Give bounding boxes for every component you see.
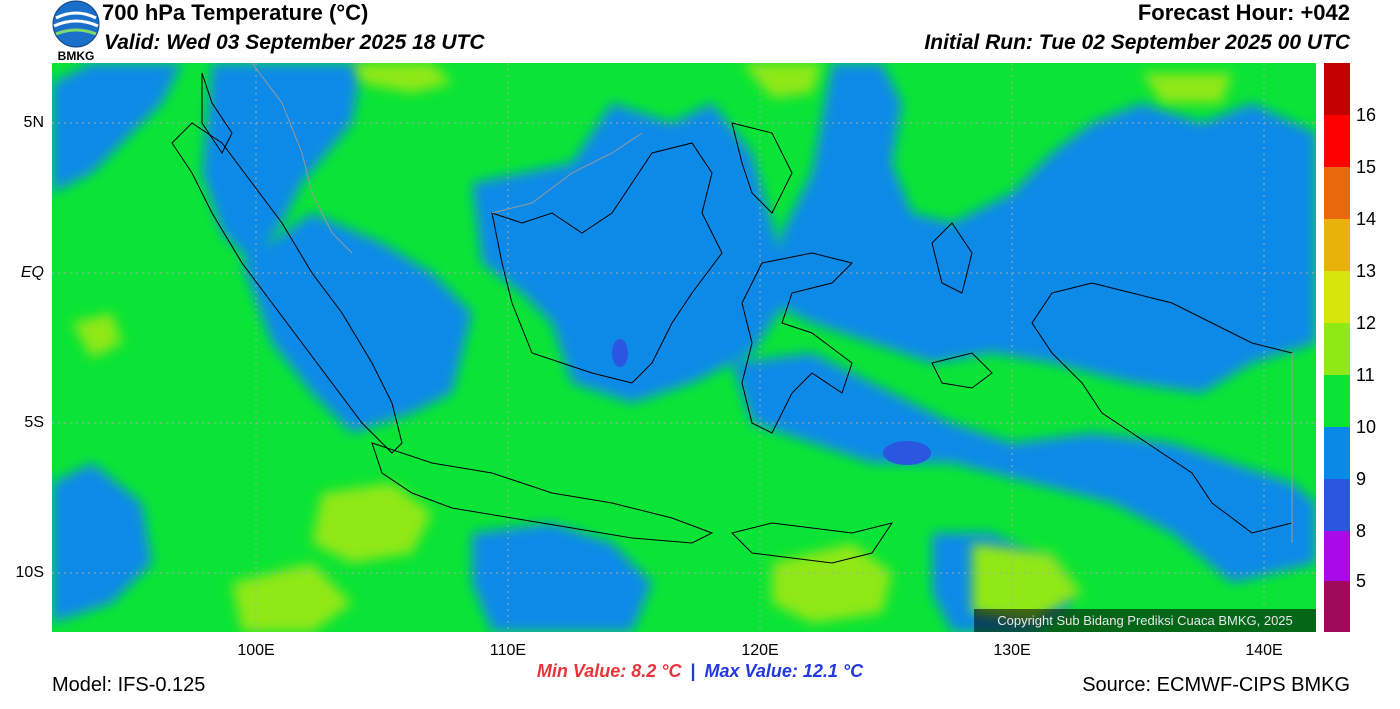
- halmahera-outline: [931, 222, 973, 294]
- temperature-map-canvas: [52, 62, 1316, 632]
- source-label: Source: ECMWF-CIPS BMKG: [1082, 674, 1350, 696]
- colorbar-band: [1324, 479, 1350, 531]
- lon-label: 100E: [237, 642, 275, 659]
- papua-outline: [1031, 282, 1293, 534]
- colorbar-label: 14: [1356, 209, 1377, 229]
- cool-regions: [52, 63, 1316, 632]
- borneo-outline: [491, 142, 723, 384]
- colorbar-label: 13: [1356, 261, 1377, 281]
- colorbar-label: 12: [1356, 313, 1377, 333]
- colorbar-band: [1324, 375, 1350, 427]
- copyright-notice: Copyright Sub Bidang Prediksi Cuaca BMKG…: [974, 609, 1316, 632]
- valid-time: Valid: Wed 03 September 2025 18 UTC: [104, 31, 485, 54]
- colorbar-label: 15: [1356, 157, 1377, 177]
- colorbar-scale: [1324, 63, 1350, 632]
- colorbar-label: 16: [1356, 105, 1377, 125]
- colorbar-band: [1324, 115, 1350, 167]
- lat-label: 10S: [15, 564, 44, 581]
- borders: [251, 62, 1293, 543]
- min-max-values: Min Value: 8.2 °C | Max Value: 12.1 °C: [0, 661, 1400, 682]
- colorbar-band: [1324, 427, 1350, 479]
- colorbar-label: 10: [1356, 417, 1377, 437]
- colorbar-label: 5: [1356, 571, 1367, 591]
- sumatra-outline: [171, 122, 403, 454]
- map-title: 700 hPa Temperature (°C): [102, 0, 369, 25]
- bmkg-logo-icon: BMKG: [52, 0, 100, 63]
- colorbar-band: [1324, 323, 1350, 375]
- colorbar-band: [1324, 531, 1350, 581]
- temperature-map: [52, 62, 1316, 632]
- lon-label: 110E: [489, 642, 527, 659]
- min-value: Min Value: 8.2 °C: [536, 661, 682, 681]
- lat-label: 5S: [24, 414, 44, 431]
- logo-text: BMKG: [58, 49, 95, 62]
- model-label: Model: IFS-0.125: [52, 674, 206, 696]
- nusa-tenggara-outline: [731, 522, 894, 564]
- colorbar-band: [1324, 167, 1350, 219]
- lon-label: 120E: [741, 642, 779, 659]
- philippines-outline: [731, 122, 793, 214]
- lon-label: 140E: [1245, 642, 1283, 659]
- colorbar-label: 11: [1356, 365, 1375, 385]
- malay-peninsula-outline: [201, 72, 233, 154]
- sulawesi-outline: [741, 252, 853, 434]
- graticule: [52, 63, 1316, 632]
- colorbar-band: [1324, 581, 1350, 632]
- java-outline: [371, 442, 714, 544]
- colorbar-label: 9: [1356, 469, 1367, 489]
- colorbar-band: [1324, 63, 1350, 115]
- bmkg-logo: BMKG: [50, 0, 102, 63]
- coastlines: [171, 72, 1293, 564]
- stats-separator: |: [690, 661, 696, 681]
- lon-label: 130E: [993, 642, 1031, 659]
- lat-label: 5N: [23, 114, 44, 131]
- max-value: Max Value: 12.1 °C: [704, 661, 864, 681]
- forecast-hour: Forecast Hour: +042: [1137, 0, 1350, 25]
- warm-regions: [72, 63, 1232, 632]
- colorbar: [1324, 63, 1350, 632]
- colorbar-band: [1324, 219, 1350, 271]
- lat-label: EQ: [20, 264, 44, 281]
- colorbar-band: [1324, 271, 1350, 323]
- initial-run: Initial Run: Tue 02 September 2025 00 UT…: [924, 31, 1350, 54]
- coldest-regions: [612, 339, 931, 465]
- seram-outline: [931, 352, 993, 389]
- colorbar-label: 8: [1356, 521, 1367, 541]
